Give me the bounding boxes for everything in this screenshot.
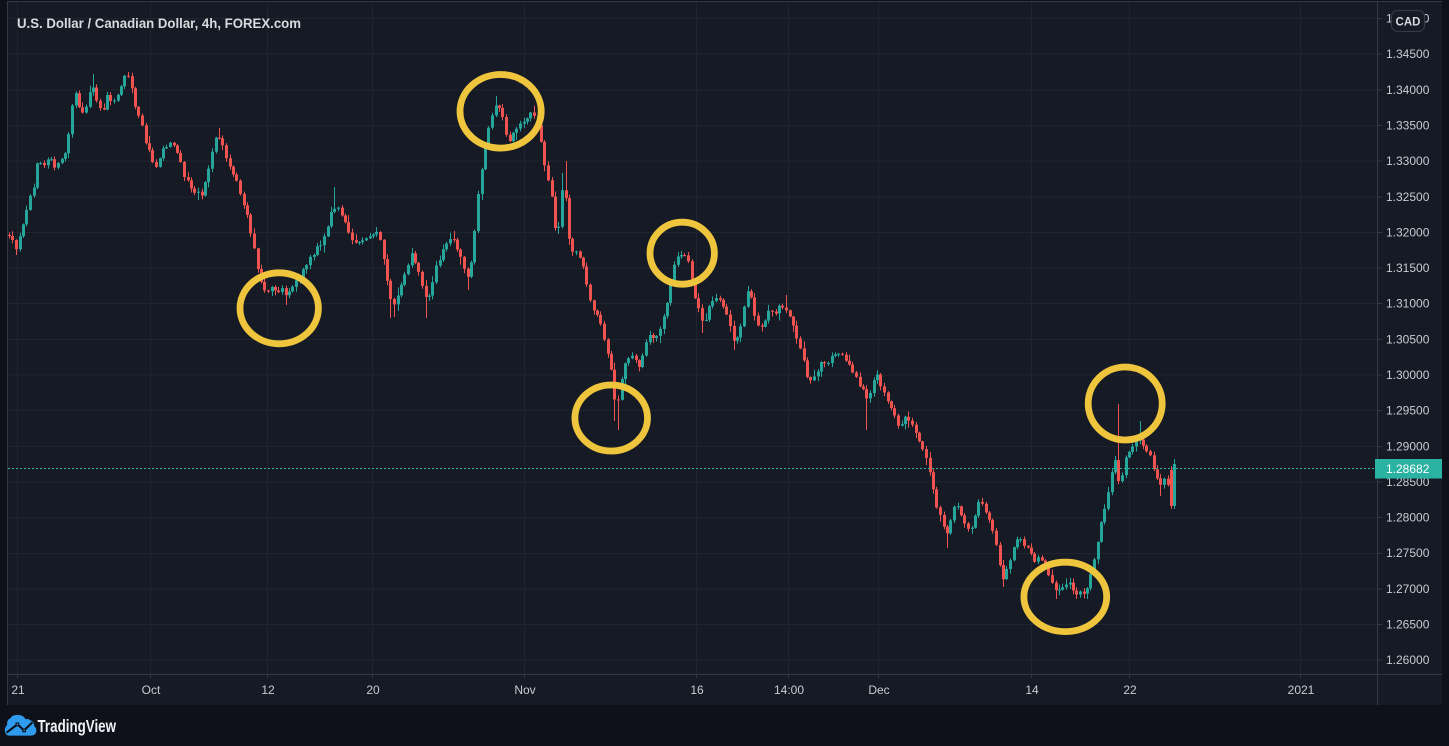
svg-text:1.32000: 1.32000 [1386, 225, 1430, 239]
svg-text:12: 12 [261, 683, 275, 697]
svg-text:1.31500: 1.31500 [1386, 261, 1430, 275]
svg-text:1.34000: 1.34000 [1386, 83, 1430, 97]
svg-text:1.29000: 1.29000 [1386, 439, 1430, 453]
svg-text:14: 14 [1025, 683, 1039, 697]
svg-text:1.27500: 1.27500 [1386, 546, 1430, 560]
svg-text:2021: 2021 [1288, 683, 1315, 697]
svg-text:1.29500: 1.29500 [1386, 404, 1430, 418]
svg-text:14:00: 14:00 [774, 683, 804, 697]
svg-text:Nov: Nov [514, 683, 535, 697]
svg-text:Oct: Oct [142, 683, 161, 697]
svg-text:1.26500: 1.26500 [1386, 618, 1430, 632]
svg-text:1.28000: 1.28000 [1386, 511, 1430, 525]
svg-text:16: 16 [690, 683, 704, 697]
svg-text:21: 21 [11, 683, 25, 697]
svg-text:TradingView: TradingView [38, 716, 117, 736]
svg-text:1.27000: 1.27000 [1386, 582, 1430, 596]
svg-text:1.31000: 1.31000 [1386, 297, 1430, 311]
svg-text:22: 22 [1123, 683, 1137, 697]
svg-text:Dec: Dec [868, 683, 889, 697]
svg-text:1.33000: 1.33000 [1386, 154, 1430, 168]
svg-text:U.S. Dollar / Canadian Dollar,: U.S. Dollar / Canadian Dollar, 4h, FOREX… [17, 15, 301, 31]
svg-text:20: 20 [366, 683, 380, 697]
svg-text:1.34500: 1.34500 [1386, 47, 1430, 61]
svg-text:CAD: CAD [1396, 17, 1421, 29]
svg-text:1.28682: 1.28682 [1386, 462, 1430, 476]
svg-text:1.32500: 1.32500 [1386, 190, 1430, 204]
svg-text:1.26000: 1.26000 [1386, 653, 1430, 667]
svg-text:1.30000: 1.30000 [1386, 368, 1430, 382]
svg-text:1.30500: 1.30500 [1386, 332, 1430, 346]
svg-text:1.33500: 1.33500 [1386, 118, 1430, 132]
